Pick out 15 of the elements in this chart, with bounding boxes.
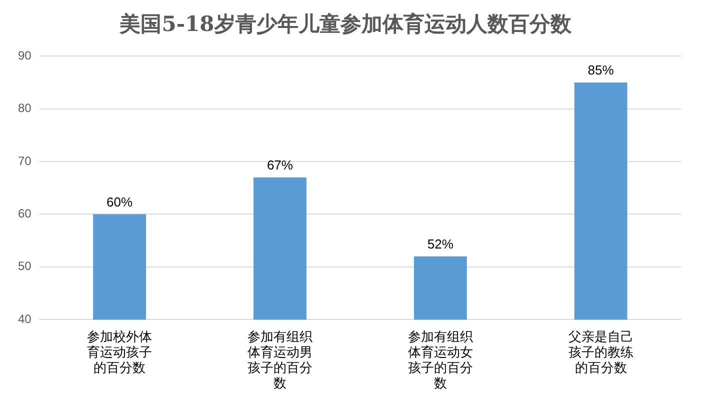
data-label: 85% (588, 62, 614, 78)
x-tick-label: 参加有组织体育运动女孩子的百分数 (408, 330, 473, 392)
x-tick-label: 参加校外体育运动孩子的百分数 (87, 330, 152, 376)
y-tick-label: 80 (18, 101, 32, 116)
y-tick-label: 50 (18, 259, 32, 274)
y-tick-label: 70 (18, 154, 32, 168)
data-label: 67% (266, 157, 294, 172)
chart-title: 美国5-18岁青少年儿童参加体育运动人数百分数 (118, 11, 572, 36)
data-label: 60% (106, 194, 133, 210)
data-label: 52% (427, 236, 454, 252)
y-tick-label: 40 (18, 312, 32, 326)
y-tick-label: 90 (18, 48, 32, 63)
y-tick-label: 60 (18, 206, 32, 221)
x-tick-label: 参加有组织体育运动男孩子的百分数 (247, 330, 312, 392)
x-tick-label: 父亲是自己孩子的教练的百分数 (568, 330, 634, 376)
